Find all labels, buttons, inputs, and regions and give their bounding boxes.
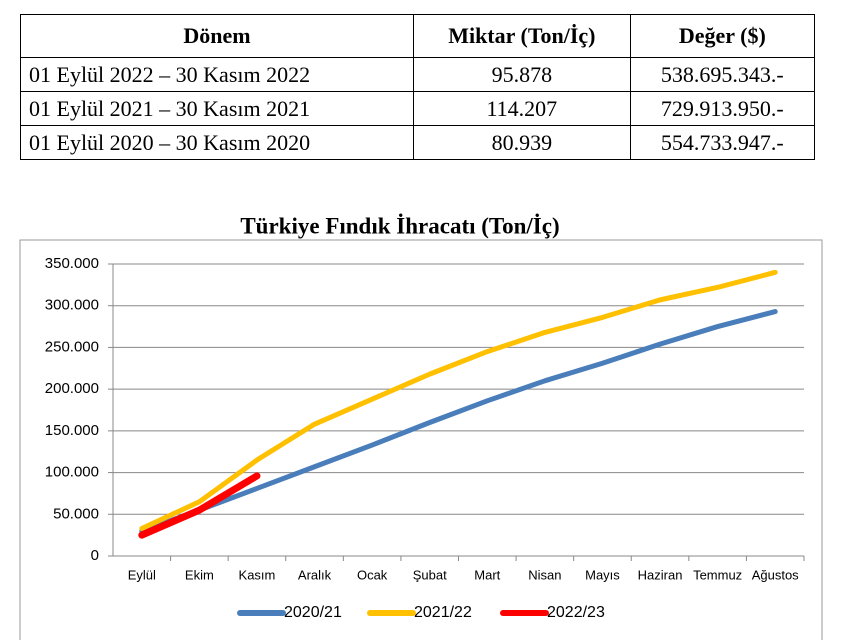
table-cell: 729.913.950.- — [629, 91, 816, 126]
x-tick-label: Haziran — [638, 567, 683, 582]
table-cell: 538.695.343.- — [629, 57, 816, 92]
y-tick-label: 100.000 — [45, 464, 99, 481]
header-cell: Değer ($) — [629, 14, 816, 58]
legend-label: 2021/22 — [414, 604, 472, 621]
x-tick-label: Aralık — [298, 567, 332, 582]
header-row: Dönem Miktar (Ton/İç) Değer ($) — [19, 14, 816, 58]
y-tick-label: 150.000 — [45, 422, 99, 439]
x-tick-label: Şubat — [413, 567, 447, 582]
y-tick-label: 50.000 — [53, 505, 99, 522]
table-cell: 554.733.947.- — [629, 125, 816, 160]
summary-table: Dönem Miktar (Ton/İç) Değer ($) 01 Eylül 2… — [19, 14, 816, 160]
chart-border — [19, 239, 823, 640]
series-line — [139, 309, 778, 534]
header-cell: Miktar (Ton/İç) — [413, 14, 631, 58]
x-tick-label: Temmuz — [693, 567, 742, 582]
legend-label: 2020/21 — [284, 604, 342, 621]
chart-title: Türkiye Fındık İhracatı (Ton/İç) — [240, 213, 559, 238]
y-tick-label: 300.000 — [45, 297, 99, 314]
x-tick-label: Ağustos — [752, 567, 799, 582]
x-tick-label: Ocak — [357, 567, 388, 582]
table-cell: 80.939 — [413, 125, 631, 160]
x-tick-label: Ekim — [185, 567, 214, 582]
x-tick-label: Mayıs — [585, 567, 620, 582]
legend-label: 2022/23 — [547, 604, 605, 621]
x-tick-label: Eylül — [128, 567, 156, 582]
series-line — [139, 269, 778, 531]
header-cell: Dönem — [19, 14, 415, 58]
x-tick-label: Nisan — [528, 567, 561, 582]
y-tick-label: 200.000 — [45, 380, 99, 397]
y-tick-label: 0 — [91, 547, 99, 564]
table-cell: 01 Eylül 2020 – 30 Kasım 2020 — [19, 125, 415, 160]
x-tick-label: Kasım — [239, 567, 276, 582]
x-tick-label: Mart — [474, 567, 500, 582]
table-row: 01 Eylül 2020 – 30 Kasım 2020 80.939 554.7… — [19, 125, 816, 160]
y-tick-label: 350.000 — [45, 255, 99, 272]
y-tick-label: 250.000 — [45, 338, 99, 355]
series-line — [138, 472, 261, 539]
